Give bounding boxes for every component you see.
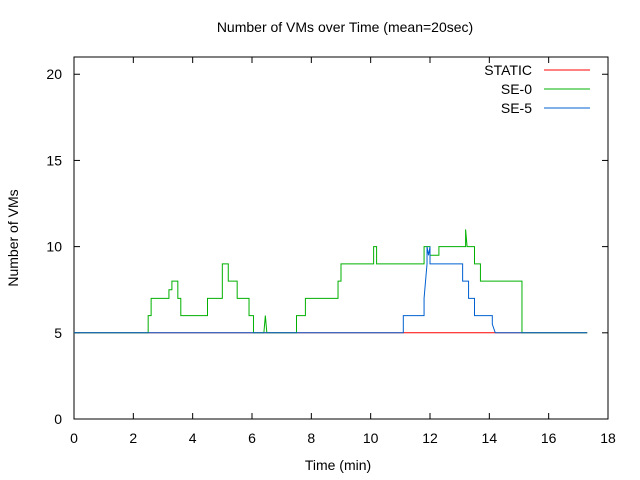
x-tick-label: 16 — [541, 430, 557, 446]
legend-label: STATIC — [484, 62, 532, 78]
y-tick-label: 20 — [46, 66, 62, 82]
chart-title: Number of VMs over Time (mean=20sec) — [217, 19, 473, 35]
y-tick-label: 5 — [54, 325, 62, 341]
plot-area: 0 2 4 6 8 10 12 14 16 18 0 5 10 15 20 STATIC SE-0 SE-5 — [46, 56, 616, 446]
x-tick-label: 0 — [70, 430, 78, 446]
legend-label: SE-0 — [501, 81, 532, 97]
x-tick-label: 12 — [422, 430, 438, 446]
series-line-se-0 — [74, 229, 588, 334]
y-tick-label: 15 — [46, 152, 62, 168]
x-tick-label: 18 — [600, 430, 616, 446]
x-tick-label: 10 — [363, 430, 379, 446]
y-tick-label: 10 — [46, 239, 62, 255]
x-tick-label: 14 — [482, 430, 498, 446]
y-axis-label: Number of VMs — [5, 189, 21, 286]
x-tick-label: 6 — [248, 430, 256, 446]
y-tick-label: 0 — [54, 411, 62, 427]
legend-label: SE-5 — [501, 100, 532, 116]
series-line-se-5 — [74, 246, 588, 334]
plot-frame — [73, 56, 609, 420]
x-tick-label: 8 — [307, 430, 315, 446]
x-tick-label: 4 — [189, 430, 197, 446]
x-tick-label: 2 — [129, 430, 137, 446]
x-axis-label: Time (min) — [305, 457, 371, 473]
